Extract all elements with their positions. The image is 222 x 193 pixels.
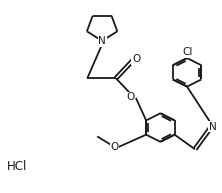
Text: HCl: HCl xyxy=(6,160,27,173)
Text: N: N xyxy=(98,36,106,46)
Text: O: O xyxy=(127,92,135,102)
Text: N: N xyxy=(209,122,216,132)
Text: O: O xyxy=(132,54,141,64)
Text: O: O xyxy=(110,142,119,152)
Text: Cl: Cl xyxy=(182,47,192,57)
